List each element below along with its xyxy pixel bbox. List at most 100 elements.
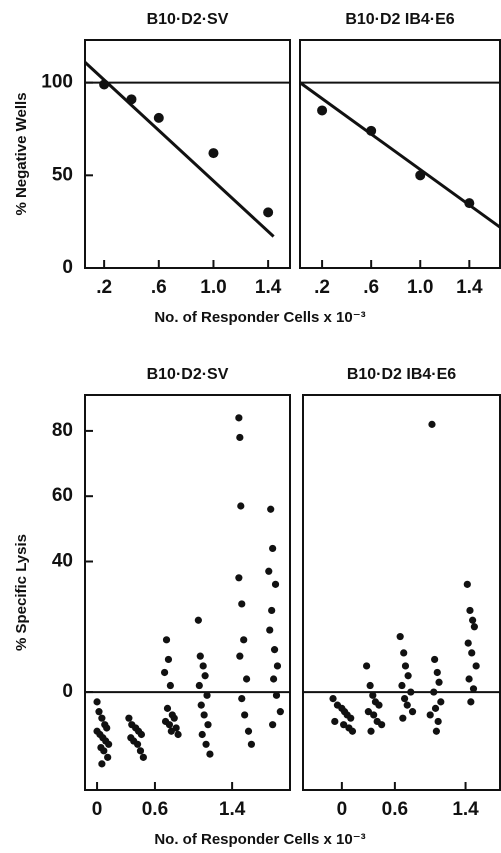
x-tick-label: 0 [92, 799, 103, 820]
data-point [99, 79, 110, 90]
data-point [139, 753, 147, 761]
panel-title: B10·D2·SV [147, 366, 229, 383]
data-point [100, 747, 108, 755]
panel-frame [302, 394, 501, 791]
data-point [199, 662, 207, 670]
x-tick-label: 1.4 [456, 277, 483, 298]
data-point [431, 655, 439, 664]
data-point [265, 567, 273, 575]
data-point [428, 420, 436, 428]
data-point [331, 717, 339, 726]
x-tick-label: 1.4 [219, 799, 246, 820]
data-point [272, 691, 281, 699]
x-axis-label: No. of Responder Cells x 10⁻³ [154, 831, 365, 848]
data-point [401, 662, 410, 670]
data-point [472, 662, 480, 670]
data-point [198, 730, 206, 739]
data-point [408, 708, 417, 716]
data-point [241, 711, 249, 719]
data-point [464, 198, 475, 209]
x-axis-label: No. of Responder Cells x 10⁻³ [154, 309, 365, 326]
data-point [369, 691, 377, 699]
data-point [464, 639, 472, 647]
data-point [269, 721, 277, 729]
data-point [242, 675, 251, 683]
x-tick-label: 1.4 [452, 799, 479, 820]
data-point [268, 606, 276, 615]
data-point [167, 727, 175, 735]
data-point [125, 714, 133, 722]
data-point [434, 717, 442, 726]
data-point [235, 414, 243, 422]
data-point [270, 675, 278, 683]
data-point [202, 740, 210, 748]
data-point [244, 727, 253, 735]
data-point [126, 94, 137, 105]
data-point [468, 649, 476, 657]
data-point [432, 727, 440, 735]
data-point [466, 606, 474, 615]
panel-title: B10·D2 IB4·E6 [345, 11, 454, 28]
data-point [366, 125, 377, 136]
data-point [166, 681, 174, 690]
data-point [235, 574, 243, 582]
data-point [431, 704, 440, 712]
panel-frame [299, 39, 501, 269]
y-axis-label: % Negative Wells [13, 92, 30, 215]
data-point [469, 685, 478, 693]
data-point [204, 721, 212, 729]
y-tick-label: 80 [52, 420, 73, 441]
data-point [201, 672, 209, 680]
data-point [426, 711, 434, 719]
data-point [415, 170, 426, 181]
data-point [433, 668, 441, 677]
data-point [329, 694, 337, 703]
data-point [165, 721, 174, 729]
data-point [400, 649, 408, 657]
data-point [470, 623, 478, 631]
x-tick-label: 0.6 [142, 799, 168, 820]
x-tick-label: 1.0 [200, 277, 226, 298]
data-point [196, 652, 204, 660]
data-point [270, 646, 279, 654]
data-point [236, 433, 244, 442]
data-point [435, 678, 443, 686]
data-point [370, 711, 378, 719]
data-point [236, 652, 244, 660]
data-point [467, 698, 475, 706]
x-tick-label: .2 [314, 277, 330, 298]
data-point [98, 714, 106, 722]
data-point [276, 708, 284, 716]
data-point [340, 721, 348, 729]
data-point [238, 694, 246, 703]
data-point [400, 694, 409, 703]
data-point [238, 600, 246, 608]
data-point [162, 636, 171, 644]
data-point [437, 698, 445, 706]
fit-line [83, 61, 275, 238]
data-point [103, 724, 111, 732]
data-point [194, 616, 202, 624]
data-point [266, 626, 274, 634]
data-point [200, 711, 208, 719]
data-point [375, 701, 383, 709]
data-point [237, 502, 245, 510]
x-tick-label: 0.6 [382, 799, 408, 820]
panel-title: B10·D2·SV [147, 11, 229, 28]
data-point [469, 616, 477, 624]
y-tick-label: 60 [52, 485, 73, 506]
data-point [271, 580, 280, 588]
data-point [364, 708, 372, 716]
data-point [174, 730, 182, 739]
y-tick-label: 100 [41, 72, 73, 93]
x-tick-label: .6 [151, 277, 167, 298]
panel-title: B10·D2 IB4·E6 [347, 366, 456, 383]
data-point [203, 691, 211, 699]
data-point [197, 701, 205, 709]
x-tick-label: .2 [96, 277, 112, 298]
data-point [396, 632, 404, 641]
data-point [463, 580, 471, 588]
data-point [403, 701, 411, 709]
data-point [104, 753, 112, 761]
